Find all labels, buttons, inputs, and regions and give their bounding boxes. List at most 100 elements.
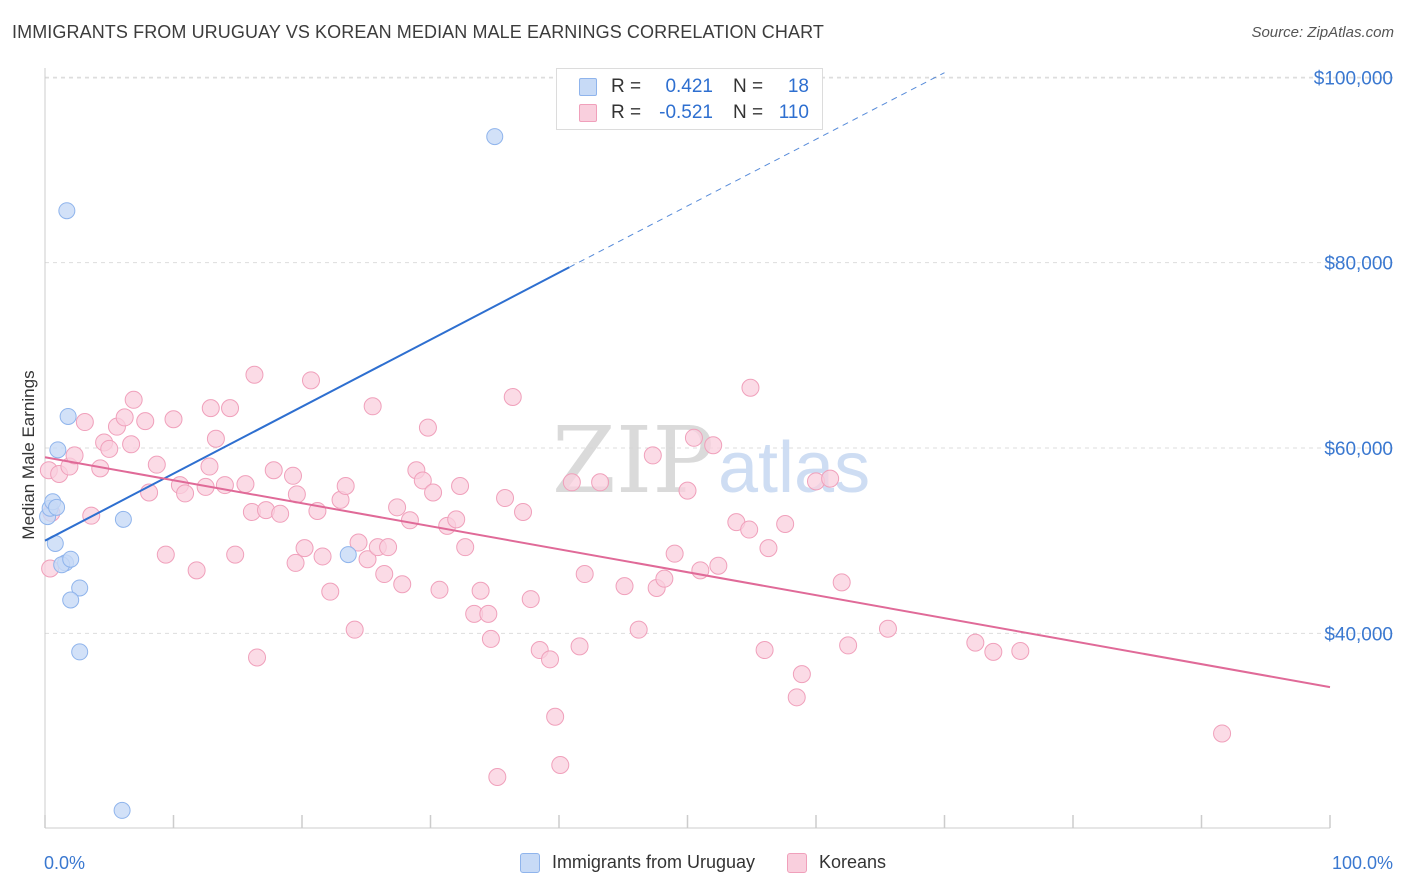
data-point-koreans <box>345 620 364 639</box>
data-point-koreans <box>313 547 332 566</box>
data-point-koreans <box>776 515 795 533</box>
data-point-koreans <box>562 473 581 492</box>
data-point-koreans <box>200 457 219 476</box>
data-point-koreans <box>643 446 662 465</box>
y-tick-label: $60,000 <box>1324 439 1393 460</box>
data-point-koreans <box>488 768 507 787</box>
data-point-koreans <box>740 520 759 539</box>
data-point-koreans <box>787 688 806 707</box>
data-point-koreans <box>479 604 498 623</box>
data-point-koreans <box>136 412 155 431</box>
watermark: ZIP atlas <box>552 407 870 514</box>
data-point-koreans <box>591 473 610 492</box>
x-tick-labels: 0.0% 100.0% <box>44 853 1393 873</box>
data-point-uruguay <box>59 407 77 425</box>
data-point-uruguay <box>486 128 504 146</box>
legend-label-koreans: Koreans <box>819 852 887 872</box>
data-point-koreans <box>655 569 674 588</box>
data-point-koreans <box>206 429 225 448</box>
data-point-koreans <box>1213 724 1232 743</box>
data-point-koreans <box>471 581 490 600</box>
trend-line-koreans <box>44 456 1331 689</box>
data-point-koreans <box>615 577 634 596</box>
data-point-koreans <box>284 466 303 485</box>
data-point-koreans <box>336 477 355 495</box>
data-point-uruguay <box>339 546 357 564</box>
data-point-koreans <box>75 413 94 432</box>
data-point-koreans <box>122 435 141 454</box>
trend-line-uruguay <box>44 266 570 542</box>
data-point-koreans <box>349 533 368 552</box>
trend-lines <box>44 72 1331 689</box>
data-point-koreans <box>839 636 858 655</box>
data-point-uruguay <box>62 550 80 568</box>
data-point-uruguay <box>48 498 66 516</box>
data-point-koreans <box>541 650 560 669</box>
data-point-koreans <box>546 707 565 726</box>
data-point-koreans <box>878 619 897 638</box>
legend-item-uruguay[interactable]: Immigrants from Uruguay <box>519 852 755 873</box>
data-point-uruguay <box>114 510 132 528</box>
data-point-koreans <box>503 388 522 407</box>
data-point-koreans <box>236 475 255 494</box>
series-uruguay-points <box>39 128 504 819</box>
legend-row-koreans: R = -0.521 N = 110 <box>579 101 809 125</box>
data-point-koreans <box>156 545 175 564</box>
y-tick-label: $80,000 <box>1324 254 1393 275</box>
data-point-koreans <box>164 410 183 429</box>
data-point-koreans <box>709 556 728 575</box>
data-point-koreans <box>521 590 540 609</box>
r-label: R = <box>611 102 642 123</box>
data-point-koreans <box>966 633 985 652</box>
data-point-koreans <box>358 550 377 569</box>
data-point-koreans <box>221 399 240 418</box>
data-point-koreans <box>792 665 811 684</box>
data-point-koreans <box>447 510 466 529</box>
data-point-koreans <box>413 471 432 490</box>
data-point-uruguay <box>71 579 89 597</box>
data-point-koreans <box>187 561 206 580</box>
correlation-legend: R = 0.421 N = 18 R = -0.521 N = 110 <box>556 68 823 130</box>
axes <box>44 68 1331 829</box>
trend-line-uruguay-extension <box>569 72 945 268</box>
watermark-atlas: atlas <box>718 428 870 508</box>
data-point-koreans <box>570 637 589 656</box>
legend-item-koreans[interactable]: Koreans <box>787 852 886 873</box>
data-point-koreans <box>832 573 851 592</box>
data-point-koreans <box>741 378 760 397</box>
data-point-koreans <box>248 648 267 667</box>
legend-swatch-koreans <box>579 104 597 122</box>
data-point-koreans <box>821 469 840 488</box>
series-legend: Immigrants from Uruguay Koreans <box>0 852 1406 873</box>
n-label: N = <box>733 102 764 123</box>
data-point-uruguay <box>49 441 67 459</box>
legend-swatch-koreans <box>787 852 807 873</box>
x-tick-label: 0.0% <box>44 853 85 873</box>
x-tick-label: 100.0% <box>1332 853 1393 873</box>
legend-row-uruguay: R = 0.421 N = 18 <box>579 75 809 99</box>
data-point-koreans <box>226 545 245 564</box>
r-label: R = <box>611 76 642 97</box>
data-point-koreans <box>271 504 290 523</box>
data-point-koreans <box>295 539 314 558</box>
data-point-koreans <box>400 511 419 530</box>
legend-label-uruguay: Immigrants from Uruguay <box>551 852 755 872</box>
y-tick-label: $100,000 <box>1314 68 1393 89</box>
data-point-koreans <box>301 371 320 390</box>
grid-lines <box>45 76 1395 634</box>
legend-swatch-uruguay <box>519 852 540 873</box>
data-point-koreans <box>124 390 143 409</box>
data-point-koreans <box>575 565 594 584</box>
data-point-uruguay <box>62 591 80 609</box>
data-point-koreans <box>393 575 412 594</box>
legend-swatch-uruguay <box>579 78 597 96</box>
data-point-koreans <box>514 502 533 521</box>
data-point-koreans <box>286 553 305 572</box>
data-point-koreans <box>388 498 407 517</box>
data-point-koreans <box>363 397 382 416</box>
data-point-koreans <box>264 461 283 480</box>
n-value: 110 <box>778 102 809 123</box>
data-point-koreans <box>481 629 500 648</box>
data-point-koreans <box>678 481 697 500</box>
